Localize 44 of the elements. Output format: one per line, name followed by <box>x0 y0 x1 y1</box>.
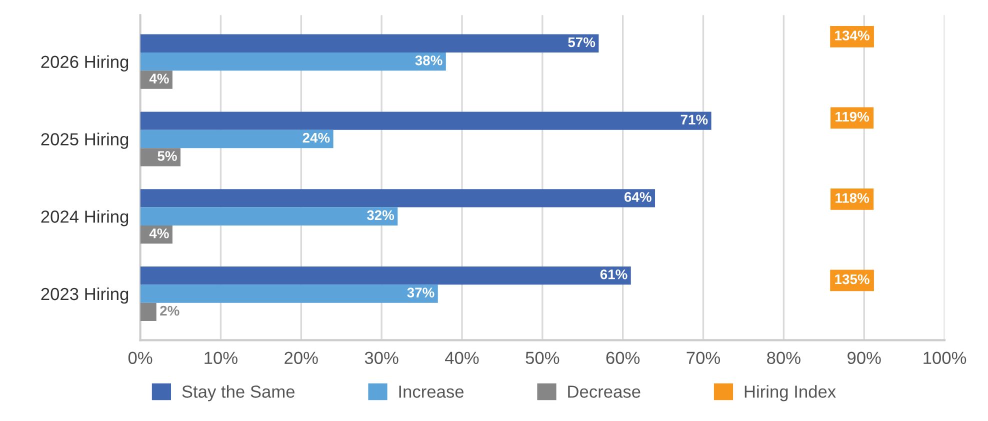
x-tick-label: 20% <box>284 352 318 364</box>
text: 118% <box>836 193 870 203</box>
bar <box>140 52 446 71</box>
y-tick-label: 2024 Hiring <box>41 210 128 226</box>
x-tick-label: 100% <box>924 352 966 364</box>
bar <box>140 284 438 303</box>
data-label: 5% <box>158 151 177 161</box>
legend-label: Increase <box>399 386 464 398</box>
x-tick-label: 90% <box>848 352 881 364</box>
bar <box>140 266 631 285</box>
x-tick-label: 50% <box>526 352 560 364</box>
data-label: 4% <box>149 228 169 238</box>
legend-label: Stay the Same <box>182 385 295 402</box>
bar <box>140 34 599 52</box>
data-label: 37% <box>407 288 434 298</box>
data-label: 64% <box>624 192 652 202</box>
x-tick-label: 0% <box>128 352 152 364</box>
x-tick-label: 80% <box>767 352 800 364</box>
data-label: 38% <box>415 55 442 66</box>
x-tick-label: 30% <box>364 352 398 364</box>
data-label: 4% <box>149 74 169 84</box>
data-label: 61% <box>600 269 628 280</box>
text: 134% <box>835 30 870 40</box>
bar <box>140 207 398 226</box>
legend-label: Decrease <box>568 386 640 398</box>
text: 119% <box>836 112 870 122</box>
data-label: 2% <box>160 306 180 316</box>
x-tick-label: 70% <box>686 352 720 364</box>
x-tick-label: 10% <box>204 352 238 364</box>
bar <box>140 112 712 130</box>
data-label: 24% <box>302 132 330 143</box>
bar <box>140 130 334 148</box>
data-label: 32% <box>366 210 394 220</box>
data-label: 71% <box>680 114 708 124</box>
y-tick-label: 2025 Hiring <box>41 132 128 149</box>
bar <box>140 302 156 322</box>
y-tick-label: 2026 Hiring <box>41 55 128 72</box>
y-tick-label: 2023 Hiring <box>41 287 128 304</box>
data-label: 57% <box>568 37 596 48</box>
legend-label: Hiring Index <box>744 385 836 402</box>
x-tick-label: 40% <box>445 352 479 364</box>
x-tick-label: 60% <box>606 352 640 364</box>
text: 135% <box>835 274 870 284</box>
bar <box>140 189 656 208</box>
